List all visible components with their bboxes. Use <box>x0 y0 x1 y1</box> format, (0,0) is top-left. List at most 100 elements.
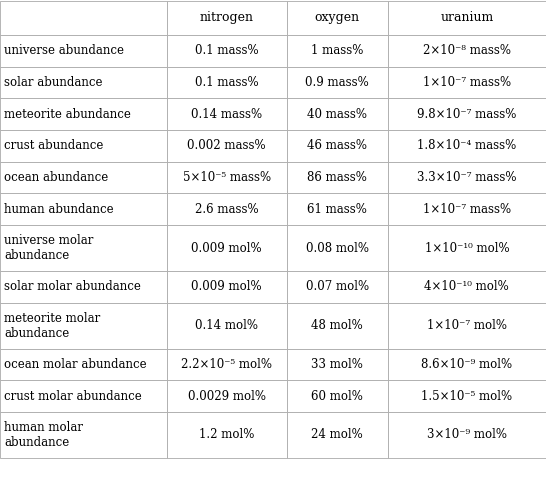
Bar <box>388 162 546 194</box>
Text: 3×10⁻⁹ mol%: 3×10⁻⁹ mol% <box>427 428 507 442</box>
Bar <box>287 348 388 380</box>
Bar <box>388 130 546 162</box>
Bar <box>167 35 287 67</box>
Bar <box>287 271 388 302</box>
Text: 0.002 mass%: 0.002 mass% <box>187 139 266 152</box>
Text: 4×10⁻¹⁰ mol%: 4×10⁻¹⁰ mol% <box>424 280 509 293</box>
Text: crust molar abundance: crust molar abundance <box>4 390 142 403</box>
Text: meteorite molar
abundance: meteorite molar abundance <box>4 311 100 340</box>
Bar <box>388 412 546 458</box>
Text: universe molar
abundance: universe molar abundance <box>4 234 94 262</box>
Text: 0.08 mol%: 0.08 mol% <box>306 242 369 254</box>
Bar <box>388 271 546 302</box>
Text: 33 mol%: 33 mol% <box>311 358 363 371</box>
Text: 9.8×10⁻⁷ mass%: 9.8×10⁻⁷ mass% <box>417 108 517 121</box>
Text: 40 mass%: 40 mass% <box>307 108 367 121</box>
Text: uranium: uranium <box>440 11 494 24</box>
Text: 1.8×10⁻⁴ mass%: 1.8×10⁻⁴ mass% <box>417 139 517 152</box>
Bar <box>167 130 287 162</box>
Text: 2×10⁻⁸ mass%: 2×10⁻⁸ mass% <box>423 44 511 57</box>
Bar <box>388 67 546 98</box>
Text: 2.2×10⁻⁵ mol%: 2.2×10⁻⁵ mol% <box>181 358 272 371</box>
Bar <box>287 130 388 162</box>
Text: 48 mol%: 48 mol% <box>311 319 363 332</box>
Bar <box>287 162 388 194</box>
Text: 0.1 mass%: 0.1 mass% <box>195 44 258 57</box>
Bar <box>167 412 287 458</box>
Text: 0.0029 mol%: 0.0029 mol% <box>188 390 265 403</box>
Text: 61 mass%: 61 mass% <box>307 203 367 216</box>
Bar <box>0 194 167 225</box>
Text: 3.3×10⁻⁷ mass%: 3.3×10⁻⁷ mass% <box>417 171 517 184</box>
Bar <box>0 1 167 35</box>
Bar <box>388 1 546 35</box>
Text: meteorite abundance: meteorite abundance <box>4 108 131 121</box>
Text: ocean molar abundance: ocean molar abundance <box>4 358 147 371</box>
Text: 1×10⁻⁷ mol%: 1×10⁻⁷ mol% <box>427 319 507 332</box>
Text: crust abundance: crust abundance <box>4 139 104 152</box>
Bar <box>388 35 546 67</box>
Text: 0.009 mol%: 0.009 mol% <box>191 242 262 254</box>
Text: 0.07 mol%: 0.07 mol% <box>306 280 369 293</box>
Bar <box>167 194 287 225</box>
Text: ocean abundance: ocean abundance <box>4 171 109 184</box>
Bar <box>388 348 546 380</box>
Bar <box>167 98 287 130</box>
Text: 0.9 mass%: 0.9 mass% <box>305 76 369 89</box>
Bar <box>167 67 287 98</box>
Bar <box>167 271 287 302</box>
Text: 46 mass%: 46 mass% <box>307 139 367 152</box>
Text: 5×10⁻⁵ mass%: 5×10⁻⁵ mass% <box>182 171 271 184</box>
Text: 0.14 mass%: 0.14 mass% <box>191 108 262 121</box>
Bar <box>287 35 388 67</box>
Bar <box>287 98 388 130</box>
Text: human abundance: human abundance <box>4 203 114 216</box>
Bar <box>167 162 287 194</box>
Bar <box>287 194 388 225</box>
Bar <box>0 271 167 302</box>
Bar <box>287 380 388 412</box>
Text: nitrogen: nitrogen <box>200 11 253 24</box>
Text: solar abundance: solar abundance <box>4 76 103 89</box>
Bar <box>167 1 287 35</box>
Text: 0.14 mol%: 0.14 mol% <box>195 319 258 332</box>
Text: oxygen: oxygen <box>314 11 360 24</box>
Bar <box>388 194 546 225</box>
Text: 1×10⁻⁷ mass%: 1×10⁻⁷ mass% <box>423 76 511 89</box>
Text: 8.6×10⁻⁹ mol%: 8.6×10⁻⁹ mol% <box>422 358 512 371</box>
Text: solar molar abundance: solar molar abundance <box>4 280 141 293</box>
Bar <box>0 67 167 98</box>
Bar <box>0 130 167 162</box>
Text: 1×10⁻⁷ mass%: 1×10⁻⁷ mass% <box>423 203 511 216</box>
Bar <box>167 380 287 412</box>
Text: 1.2 mol%: 1.2 mol% <box>199 428 254 442</box>
Bar <box>167 302 287 348</box>
Bar <box>388 98 546 130</box>
Bar <box>0 302 167 348</box>
Bar <box>167 225 287 271</box>
Bar <box>167 348 287 380</box>
Bar <box>0 162 167 194</box>
Text: 24 mol%: 24 mol% <box>311 428 363 442</box>
Bar <box>388 380 546 412</box>
Bar <box>0 380 167 412</box>
Text: 0.009 mol%: 0.009 mol% <box>191 280 262 293</box>
Text: 0.1 mass%: 0.1 mass% <box>195 76 258 89</box>
Text: human molar
abundance: human molar abundance <box>4 421 84 449</box>
Text: universe abundance: universe abundance <box>4 44 124 57</box>
Bar <box>0 225 167 271</box>
Text: 60 mol%: 60 mol% <box>311 390 363 403</box>
Text: 1.5×10⁻⁵ mol%: 1.5×10⁻⁵ mol% <box>422 390 512 403</box>
Bar <box>0 98 167 130</box>
Bar <box>0 35 167 67</box>
Text: 86 mass%: 86 mass% <box>307 171 367 184</box>
Text: 1×10⁻¹⁰ mol%: 1×10⁻¹⁰ mol% <box>425 242 509 254</box>
Bar <box>0 348 167 380</box>
Bar <box>287 67 388 98</box>
Bar <box>287 1 388 35</box>
Text: 1 mass%: 1 mass% <box>311 44 363 57</box>
Bar <box>287 412 388 458</box>
Bar <box>0 412 167 458</box>
Bar <box>388 225 546 271</box>
Text: 2.6 mass%: 2.6 mass% <box>195 203 258 216</box>
